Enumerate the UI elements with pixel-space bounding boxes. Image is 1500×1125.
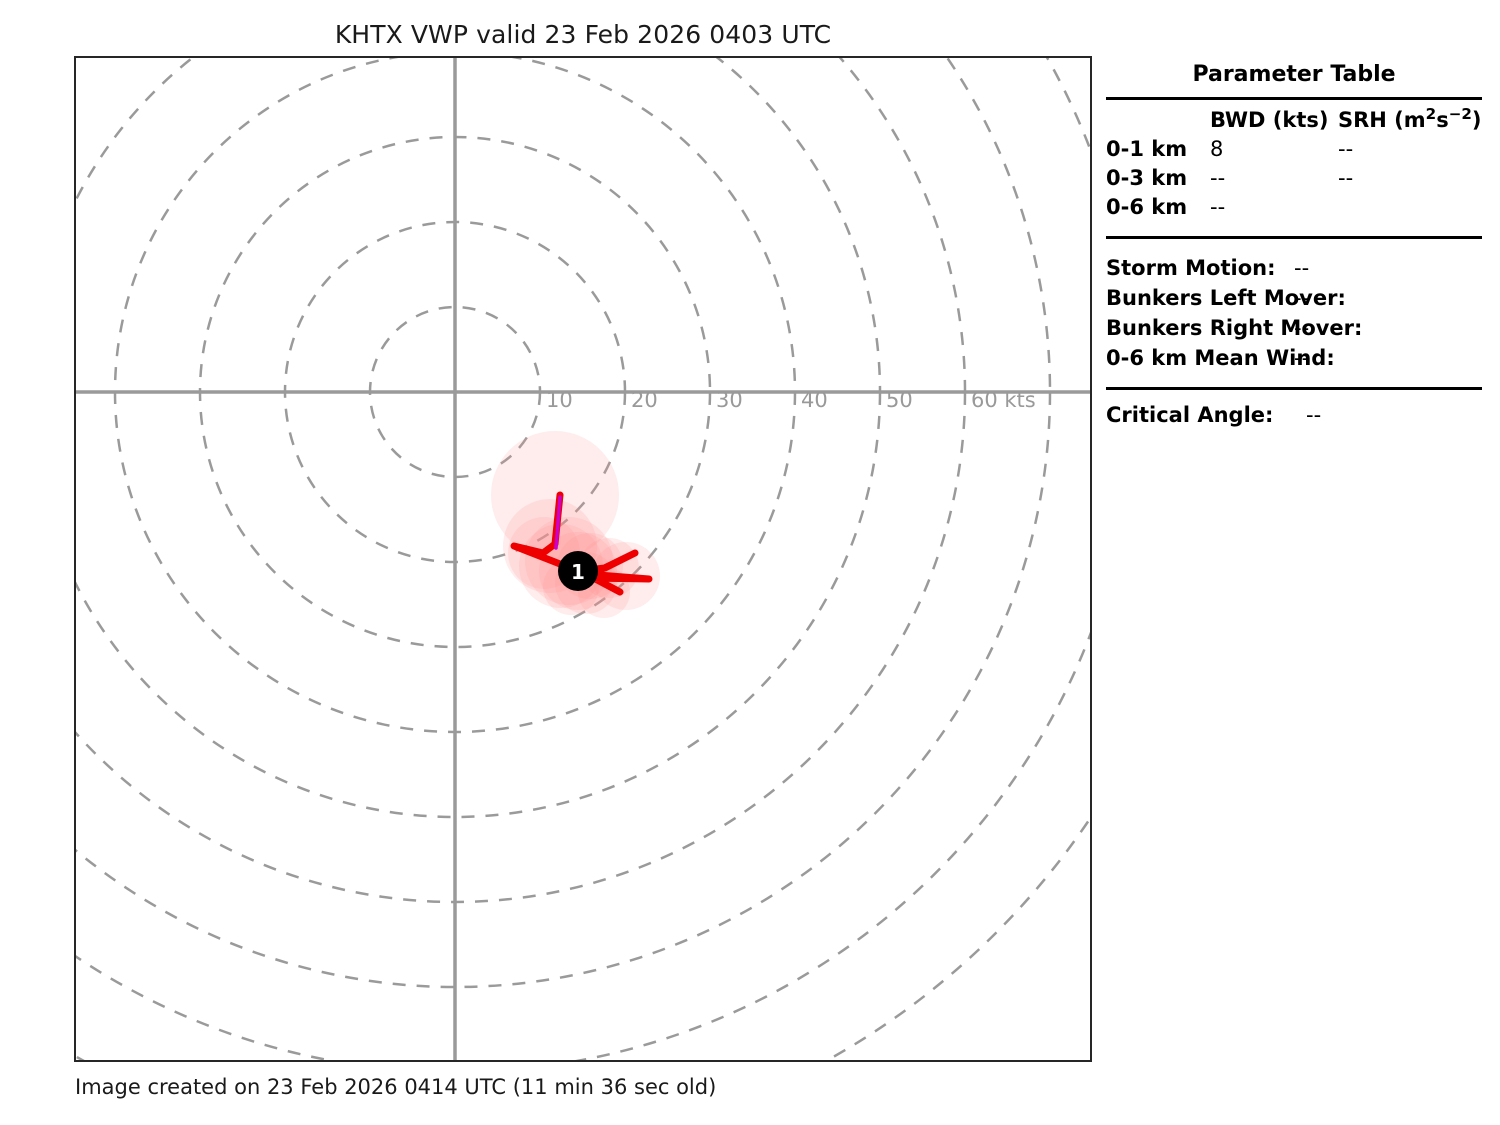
ring-label-20: 20: [631, 388, 658, 412]
hodograph-trace: [510, 491, 653, 596]
header-srh-suffix: ): [1471, 108, 1482, 132]
srh-0-6km: [1338, 193, 1482, 222]
table-rule-bottom: [1106, 387, 1482, 390]
ring-labels: 10 20 30 40 50 60 kts: [546, 388, 1036, 412]
table-header-row: BWD (kts) SRH (m2s−2): [1106, 100, 1482, 135]
bwd-0-6km: --: [1210, 195, 1226, 219]
hodograph-plot[interactable]: 10 20 30 40 50 60 kts 1: [74, 56, 1092, 1062]
value-bunkers-left-mover: --: [1294, 286, 1310, 310]
bwd-0-1km: 8: [1210, 137, 1224, 161]
hodograph-canvas: 10 20 30 40 50 60 kts 1: [76, 58, 1090, 1060]
critical-angle-table: Critical Angle: --: [1106, 390, 1482, 430]
table-row: Critical Angle: --: [1106, 390, 1482, 430]
table-row: 0-6 km --: [1106, 193, 1482, 222]
image-created-note: Image created on 23 Feb 2026 0414 UTC (1…: [75, 1075, 717, 1099]
height-marker-1[interactable]: 1: [558, 551, 598, 591]
value-storm-motion: --: [1294, 256, 1310, 280]
header-srh-sup1: 2: [1425, 105, 1437, 123]
table-row: 0-3 km -- --: [1106, 164, 1482, 193]
label-storm-motion: Storm Motion:: [1106, 256, 1276, 280]
header-blank: [1106, 100, 1210, 135]
ring-label-10: 10: [546, 388, 573, 412]
table-row: 0-6 km Mean Wind: --: [1106, 343, 1482, 373]
bwd-0-3km: --: [1210, 166, 1226, 190]
ring-label-60: 60 kts: [971, 388, 1036, 412]
table-rule-mid: [1106, 236, 1482, 239]
spacer-1: [1106, 222, 1482, 236]
page-title: KHTX VWP valid 23 Feb 2026 0403 UTC: [334, 20, 832, 49]
label-critical-angle: Critical Angle:: [1106, 403, 1274, 427]
layer-0-1km-trace: [554, 495, 562, 550]
table-row: 0-1 km 8 --: [1106, 135, 1482, 164]
value-critical-angle: --: [1306, 403, 1322, 427]
table-row: Bunkers Left Mover: --: [1106, 283, 1482, 313]
value-mean-wind: --: [1294, 346, 1310, 370]
table-row: Storm Motion: --: [1106, 253, 1482, 283]
header-bwd: BWD (kts): [1210, 108, 1329, 132]
shear-table: BWD (kts) SRH (m2s−2) 0-1 km 8 -- 0-3 km…: [1106, 100, 1482, 222]
parameter-table: Parameter Table BWD (kts) SRH (m2s−2) 0-…: [1106, 62, 1482, 430]
table-row: Bunkers Right Mover: --: [1106, 313, 1482, 343]
header-srh-prefix: SRH (m: [1338, 108, 1426, 132]
srh-0-3km: --: [1338, 166, 1354, 190]
row-label-0-1km: 0-1 km: [1106, 137, 1188, 161]
ring-label-40: 40: [801, 388, 828, 412]
ring-label-50: 50: [886, 388, 913, 412]
spacer-2: [1106, 239, 1482, 253]
header-srh-mid: s: [1436, 108, 1449, 132]
header-srh: SRH (m2s−2): [1338, 100, 1482, 135]
height-marker-label: 1: [571, 560, 585, 584]
storm-motion-table: Storm Motion: -- Bunkers Left Mover: -- …: [1106, 253, 1482, 373]
label-bunkers-left-mover: Bunkers Left Mover:: [1106, 286, 1346, 310]
value-bunkers-right-mover: --: [1294, 316, 1310, 340]
srh-0-1km: --: [1338, 137, 1354, 161]
table-rule-top: [1106, 97, 1482, 100]
spacer-3: [1106, 373, 1482, 387]
parameter-table-title: Parameter Table: [1192, 62, 1396, 87]
header-srh-sup2: −2: [1448, 105, 1472, 123]
label-mean-wind: 0-6 km Mean Wind:: [1106, 346, 1335, 370]
label-bunkers-right-mover: Bunkers Right Mover:: [1106, 316, 1363, 340]
row-label-0-3km: 0-3 km: [1106, 166, 1188, 190]
ring-label-30: 30: [716, 388, 743, 412]
row-label-0-6km: 0-6 km: [1106, 195, 1188, 219]
